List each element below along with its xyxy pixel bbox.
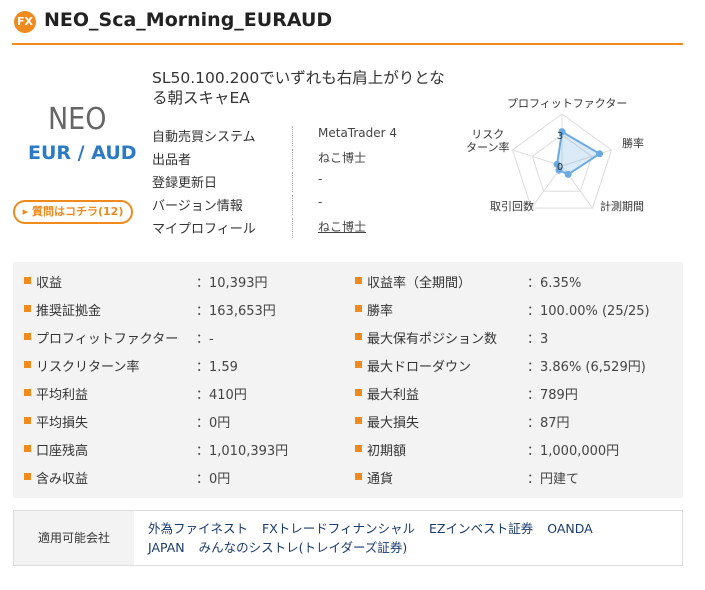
stat-value: ：1.59 [196,360,238,375]
companies-box: 適用可能会社 外為ファイネスト FXトレードフィナンシャル EZインベスト証券 … [13,510,683,566]
radar-axis-label: 勝率 [622,137,644,150]
stat-value: ：163,653円 [196,304,276,319]
radar-axis-label: 取引回数 [490,200,534,213]
description: SL50.100.200でいずれも右肩上がりとなる朝スキャEA [152,69,445,107]
title-rule [12,43,683,45]
stat-bullet [24,389,31,396]
stat-label: 収益率（全期間） [367,276,472,291]
info-separator [292,149,293,169]
info-label: マイプロフィール [152,222,256,237]
stat-label: 含み収益 [36,472,89,487]
title: NEO_Sca_Morning_EURAUD [44,9,333,31]
info-value: ねこ博士 [318,151,367,165]
stat-bullet [24,445,31,452]
stat-label: 推奨証拠金 [36,304,102,319]
stat-value: ：0円 [196,472,231,487]
stat-label: 口座残高 [36,444,89,459]
stat-label: 最大利益 [367,388,420,403]
info-label: バージョン情報 [152,199,243,214]
info-separator [292,218,293,238]
company-link[interactable]: みんなのシストレ(トレイダーズ証券) [198,540,408,555]
radar-axis-label: リスク ターン率 [466,128,510,154]
stat-label: 最大損失 [367,416,420,431]
radar-ring [531,134,593,192]
info-separator [292,195,293,215]
radar-tick: 3 [557,131,563,142]
stat-bullet [24,473,31,480]
stat-bullet [355,333,362,340]
radar-chart: 30 [511,113,613,209]
stat-label: 平均利益 [36,388,89,403]
stat-value: ：0円 [196,416,231,431]
stats-panel: 収益 ：10,393円 収益率（全期間） ：6.35% 推奨証拠金 ：163,653円 勝率… [13,262,683,498]
info-separator [292,126,293,146]
stat-bullet [355,305,362,312]
stat-value: ：87円 [527,416,570,431]
radar-area [556,130,602,176]
info-value: - [318,172,323,186]
company-link[interactable]: 外為ファイネスト [148,521,249,536]
radar-tick: 0 [557,162,563,173]
info-separator [292,172,293,192]
radar-axis-label: 計測期間 [600,200,644,213]
radar-axis-label: プロフィットファクター [507,97,628,110]
info-label: 登録更新日 [152,176,218,191]
fx-badge: FX [14,11,36,33]
stat-label: 最大保有ポジション数 [367,332,498,347]
stat-value: ：6.35% [527,276,582,291]
companies-label: 適用可能会社 [14,511,134,565]
stat-value: ：- [196,332,214,347]
radar-point [555,166,563,174]
question-button[interactable]: ▸ 質問はコチラ(12) [13,200,133,224]
company-link[interactable]: OANDA JAPAN [148,521,593,555]
stat-label: 最大ドローダウン [367,360,472,375]
stat-value: ：410円 [196,388,247,403]
company-link[interactable]: EZインベスト証券 [429,521,534,536]
stat-value: ：円建て [527,472,580,487]
info-label: 出品者 [152,153,192,168]
stat-label: 平均損失 [36,416,89,431]
info-value[interactable]: ねこ博士 [318,220,367,234]
stat-label: 勝率 [367,304,394,319]
stat-label: 初期額 [367,444,407,459]
stat-value: ：3 [527,332,549,347]
stat-bullet [24,277,31,284]
button-label[interactable]: 質問はコチラ(12) [31,205,124,218]
stat-value: ：100.00% (25/25) [527,304,650,319]
radar-point [596,150,604,158]
stat-value: ：789円 [527,388,578,403]
stat-bullet [24,333,31,340]
stat-bullet [24,361,31,368]
radar-point [553,160,561,168]
info-value: - [318,195,323,209]
logo-text: NEO [48,102,107,137]
stat-label: 通貨 [367,472,394,487]
radar-point [558,128,566,136]
stat-bullet [355,389,362,396]
logo-pair: EUR / AUD [28,142,137,164]
info-value: MetaTrader 4 [318,126,398,140]
companies-list: 外為ファイネスト FXトレードフィナンシャル EZインベスト証券 OANDA J… [148,519,628,557]
stat-bullet [24,417,31,424]
stat-value: ：3.86% (6,529円) [527,360,646,375]
stat-label: リスクリターン率 [36,360,140,375]
info-label: 自動売買システム [152,130,256,145]
radar-spoke [561,149,612,167]
stat-bullet [355,361,362,368]
stat-value: ：1,010,393円 [196,444,289,459]
stat-bullet [355,445,362,452]
radar-ring [511,113,613,209]
stat-bullet [355,473,362,480]
radar-point [564,170,572,178]
stat-label: 収益 [36,276,63,291]
stat-label: プロフィットファクター [36,332,179,347]
stat-bullet [355,277,362,284]
stat-value: ：10,393円 [196,276,268,291]
stat-bullet [355,417,362,424]
stat-value: ：1,000,000円 [527,444,620,459]
stat-bullet [24,305,31,312]
company-link[interactable]: FXトレードフィナンシャル [262,521,416,536]
